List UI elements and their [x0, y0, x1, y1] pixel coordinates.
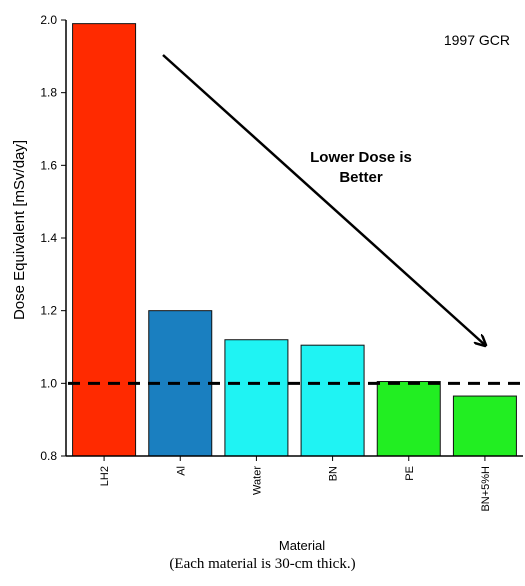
y-tick-label: 1.0	[40, 376, 57, 390]
bar-bn-5-h	[452, 395, 517, 457]
y-tick-label: 0.8	[40, 449, 57, 463]
annotation-line-1: Lower Dose is	[310, 149, 412, 166]
y-axis-label: Dose Equivalent [mSv/day]	[11, 140, 28, 320]
x-tick-label: LH2	[99, 466, 111, 486]
x-tick-label: BN	[328, 466, 340, 481]
y-tick-label: 2.0	[40, 13, 57, 27]
x-tick-label: Water	[251, 466, 263, 495]
y-tick-label: 1.2	[40, 304, 57, 318]
annotation-arrow	[162, 54, 485, 345]
annotation-line-2: Better	[339, 169, 383, 186]
y-tick-label: 1.6	[40, 158, 57, 172]
y-tick-label: 1.8	[40, 86, 57, 100]
chart-title: 1997 GCR	[444, 32, 510, 48]
bar-lh2	[72, 23, 137, 457]
bar-bn	[300, 344, 365, 457]
bar-water	[224, 339, 289, 457]
x-tick-label: BN+5%H	[480, 466, 492, 512]
x-axis-label: Material	[279, 538, 325, 553]
bar-pe	[376, 381, 441, 457]
x-tick-label: Al	[175, 466, 187, 476]
x-tick-label: PE	[404, 466, 416, 481]
y-tick-label: 1.4	[40, 231, 57, 245]
chart-subtitle: (Each material is 30-cm thick.)	[169, 556, 356, 572]
